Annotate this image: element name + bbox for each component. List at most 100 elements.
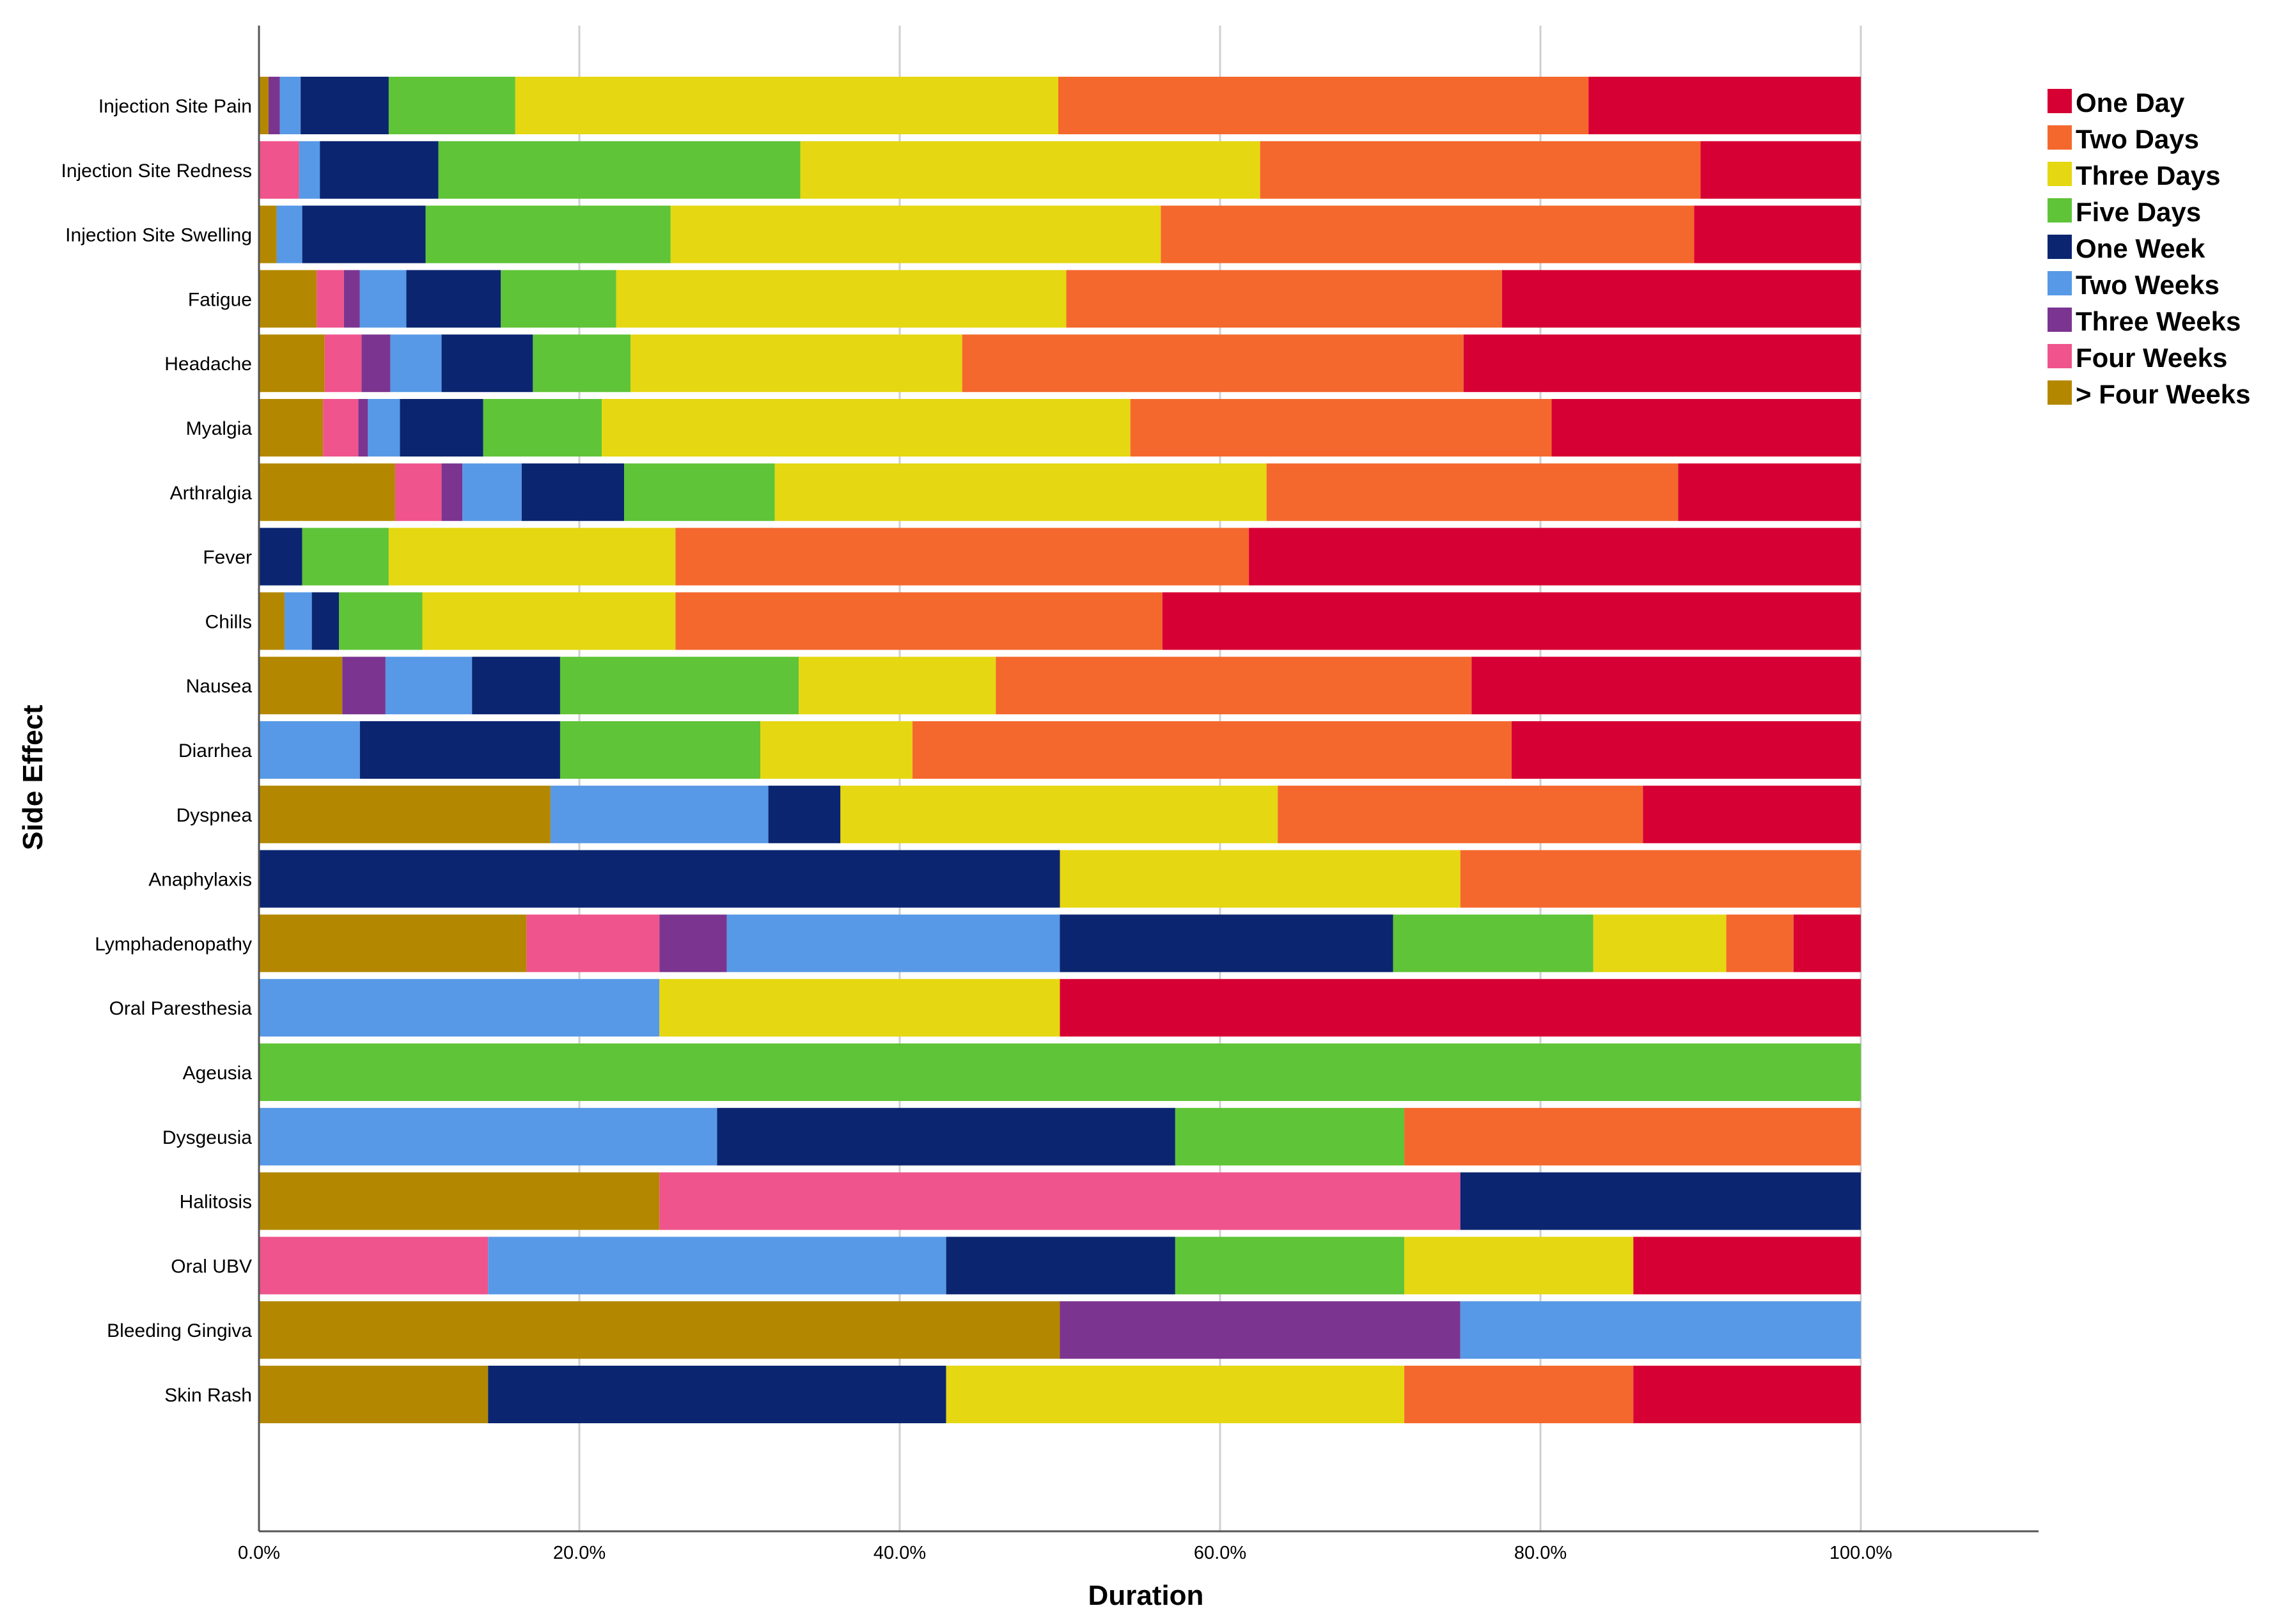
bar-segment [361,334,391,393]
bar-segment [1404,1366,1634,1423]
legend-label: Two Days [2076,124,2199,154]
legend-swatch [2048,308,2072,332]
bar-segment [1700,141,1861,199]
bar-segment [501,270,616,328]
bar-segment [675,527,1249,586]
bar-segment [359,721,560,779]
bar-segment [659,1172,1461,1230]
bar-segment [1060,850,1461,908]
bar-segment [301,77,389,134]
bar-segment [675,592,1163,650]
bar-segment [259,141,299,199]
bar-segment [946,1237,1175,1295]
category-label: Dysgeusia [162,1127,252,1148]
legend-label: One Day [2076,88,2185,118]
category-label: Ageusia [183,1063,253,1084]
bar-segment [388,77,515,134]
legend-swatch [2048,271,2072,295]
bar-segment [259,527,302,586]
legend-swatch [2048,344,2072,368]
bar-segment [616,270,1067,328]
bar-segment [259,850,1060,908]
bar-segment [299,141,320,199]
legend-label: Five Days [2076,197,2201,227]
bar-segment [259,914,527,972]
bar-segment [1066,270,1502,328]
bar-segment [768,785,841,843]
bar-segment [259,1237,489,1295]
bar-segment [1060,979,1861,1037]
legend-label: Three Weeks [2076,306,2241,336]
x-tick-label: 80.0% [1514,1543,1567,1563]
bar-segment [302,205,426,263]
bar-segment [259,721,360,779]
category-label: Chills [205,611,252,632]
plot-area [259,77,1861,1423]
bar-segment [441,463,463,521]
bar-segment [320,141,439,199]
bar-segment [526,914,660,972]
bar-segment [422,592,676,650]
bar-segment [259,77,269,134]
bar-segment [1266,463,1679,521]
bar-segment [259,1107,717,1166]
bar-segment [425,205,671,263]
bar-segment [259,1366,489,1423]
legend-swatch [2048,198,2072,223]
bar-segment [1060,914,1393,972]
bar-segment [1404,1107,1861,1166]
bar-segment [521,463,625,521]
bar-segment [1511,721,1861,779]
bar-segment [840,785,1278,843]
bar-segment [279,77,301,134]
category-label: Anaphylaxis [148,870,252,891]
category-label: Injection Site Redness [61,160,252,182]
axes [258,26,2039,1533]
legend-swatch [2048,162,2072,186]
bar-segment [659,914,727,972]
bar-segment [1404,1237,1634,1295]
legend-swatch [2048,125,2072,150]
bar-segment [717,1107,1175,1166]
bar-segment [1130,399,1552,457]
bar-segment [774,463,1267,521]
bar-segment [339,592,423,650]
bar-segment [602,399,1131,457]
bar-segment [343,270,360,328]
bar-segment [726,914,1060,972]
legend-label: Three Days [2076,160,2220,191]
bar-segment [472,657,560,715]
bar-segment [1463,334,1861,393]
bar-segment [1175,1107,1405,1166]
bar-segment [259,1172,660,1230]
bar-segment [1058,77,1589,134]
bar-segment [1460,1301,1861,1359]
legend-label: > Four Weeks [2076,379,2251,409]
bar-segment [1593,914,1727,972]
bar-segment [912,721,1512,779]
category-label: Diarrhea [178,740,252,761]
bar-segment [385,657,473,715]
bar-segment [390,334,442,393]
x-tick-label: 20.0% [553,1543,606,1563]
bar-segment [259,785,551,843]
bar-segment [800,141,1260,199]
x-axis-title: Duration [1088,1580,1204,1611]
category-label: Bleeding Gingiva [107,1320,252,1341]
x-tick-label: 40.0% [873,1543,926,1563]
bar-segment [368,399,400,457]
x-tick-label: 100.0% [1829,1543,1892,1563]
category-label: Lymphadenopathy [95,933,252,955]
bar-segment [1793,914,1861,972]
bar-segment [285,592,312,650]
bar-segment [259,463,395,521]
bar-segment [670,205,1161,263]
bar-segment [1551,399,1861,457]
category-label: Oral Paresthesia [109,998,253,1019]
bar-segment [438,141,801,199]
bar-segment [259,334,325,393]
bar-segment [1460,1172,1861,1230]
bar-segment [259,1043,1861,1101]
bar-segment [323,399,359,457]
bar-segment [400,399,483,457]
